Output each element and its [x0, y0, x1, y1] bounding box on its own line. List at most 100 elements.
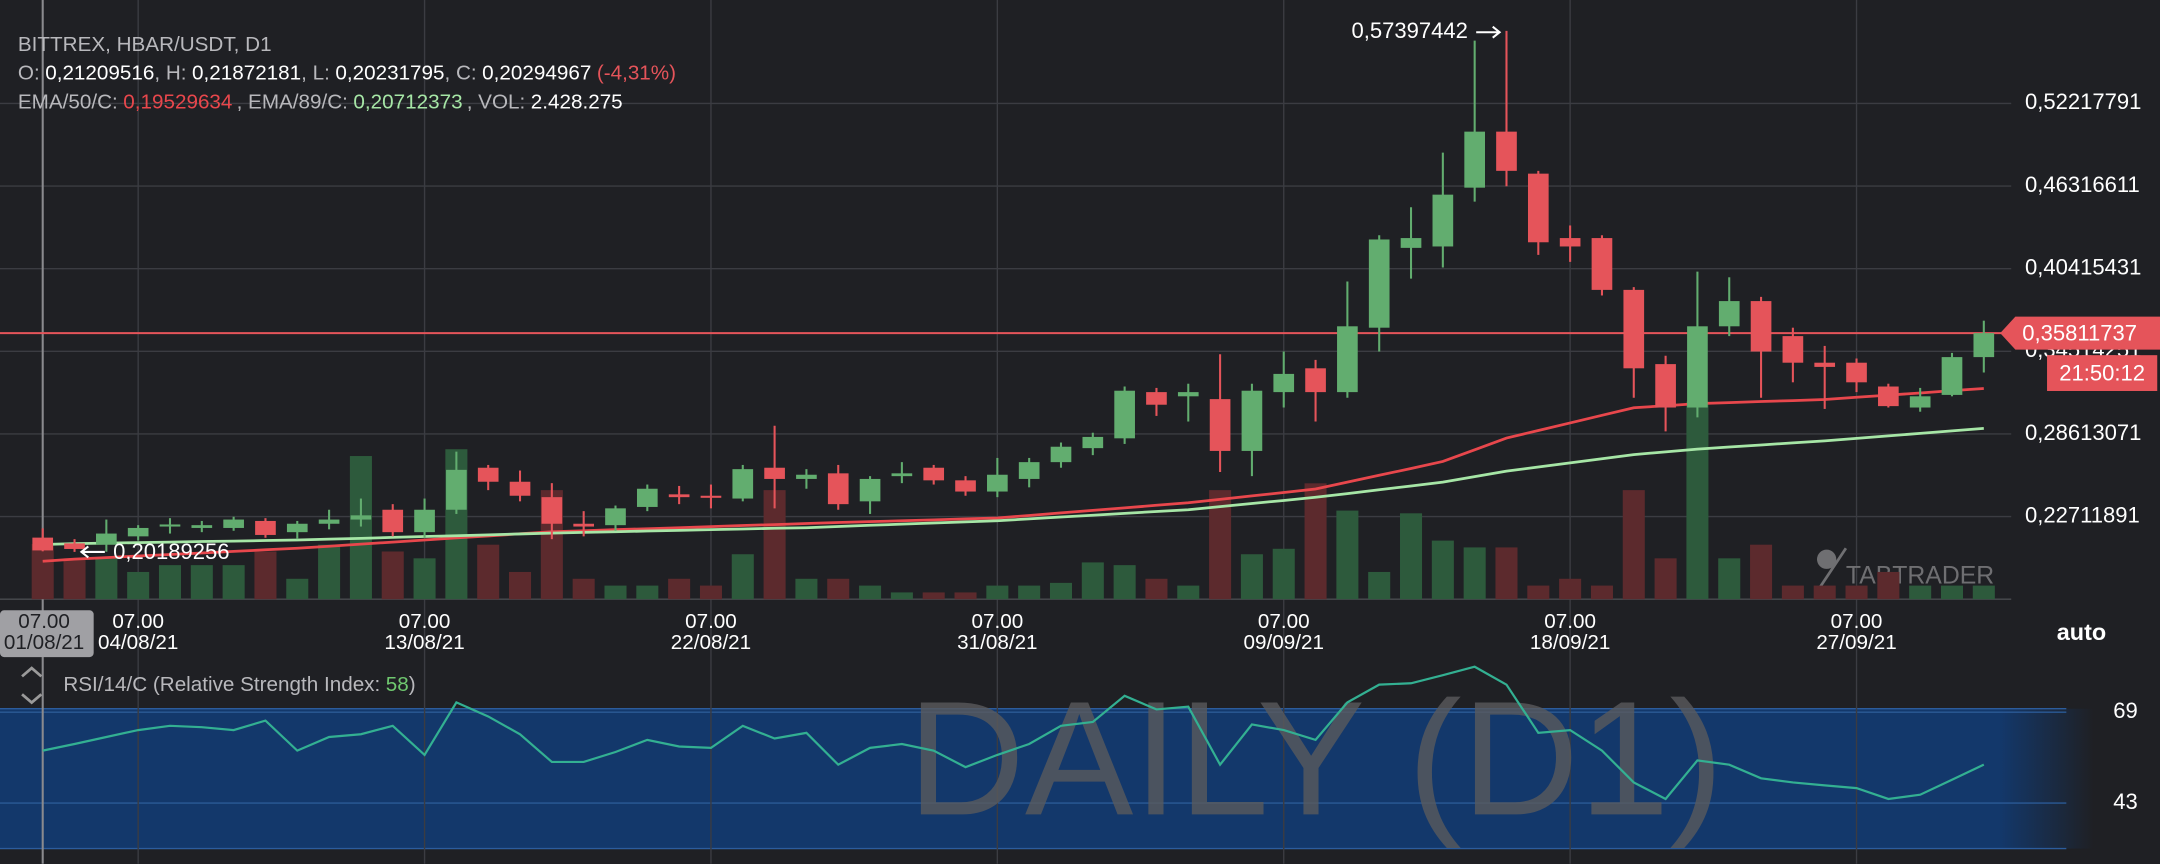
x-tick-time: 07.00: [1831, 610, 1883, 633]
volume-bar: [1972, 585, 1995, 600]
volume-bar: [477, 544, 500, 600]
candle-body: [1018, 462, 1040, 479]
volume-bar: [890, 592, 913, 600]
collapse-up-icon[interactable]: [21, 666, 43, 678]
volume-bar: [922, 592, 945, 600]
overlay-layer: 69 43 0,57397442 0,20189256 0,35811737 21:50:…: [0, 18, 2160, 814]
volume-bar: [190, 565, 213, 600]
x-tick-date: 31/08/21: [957, 631, 1037, 654]
candle-body: [1114, 390, 1135, 439]
rsi-band: [0, 708, 2094, 849]
ohlc-name: , H:: [154, 62, 186, 85]
volume-bar: [509, 571, 532, 600]
volume-bar: [1240, 554, 1263, 600]
collapse-down-icon[interactable]: [21, 693, 43, 705]
volume-bar: [1909, 585, 1932, 600]
brand-logo-slash: [1817, 547, 1848, 591]
x-tick-time: 07.00: [971, 610, 1023, 633]
indicator-value: 0,19529634: [123, 91, 232, 114]
ohlc-value: 0,21872181: [192, 62, 301, 85]
volume-bar: [1877, 571, 1900, 600]
candle-body: [668, 494, 690, 498]
candle-body: [1559, 238, 1581, 247]
candle-body: [1496, 131, 1517, 171]
ohlc-name: O:: [18, 62, 40, 85]
volume-bar: [1272, 548, 1295, 600]
volume-bar: [127, 571, 150, 600]
volume-bar: [1654, 558, 1677, 600]
x-tick-time: 07.00: [1544, 610, 1596, 633]
ohlc-value: 0,20231795: [335, 62, 444, 85]
candle-body: [318, 519, 340, 524]
candle-body: [1050, 446, 1072, 463]
candle-body: [64, 543, 85, 549]
candle-body: [827, 473, 849, 505]
x-tick-time: 07.00: [685, 610, 737, 633]
countdown: 21:50:12: [2059, 360, 2145, 385]
candle-body: [1337, 326, 1358, 393]
rsi-tick-label: 43: [2113, 789, 2138, 814]
candle-body: [1146, 392, 1167, 405]
candle-body: [382, 509, 404, 533]
candle-body: [414, 509, 435, 533]
chart-title: BITTREX, HBAR/USDT, D1: [18, 33, 272, 56]
candle-body: [127, 527, 149, 537]
candle-body: [796, 474, 817, 479]
volume-bar: [699, 585, 722, 600]
candle-body: [1591, 238, 1613, 290]
candle-body: [1464, 131, 1485, 188]
volume-bar: [827, 578, 850, 600]
candle-body: [1209, 399, 1231, 451]
volume-bar: [859, 585, 882, 600]
ohlc-value: 0,20294967: [482, 62, 591, 85]
last-price-label: 0,35811737: [2022, 320, 2137, 345]
y-tick-label: 0,22711891: [2025, 502, 2140, 527]
candle-body: [891, 473, 913, 477]
volume-value: 2.428.275: [531, 91, 623, 114]
rsi-tick-label: 69: [2113, 698, 2138, 723]
candle-body: [1718, 301, 1740, 327]
volume-bar: [1018, 585, 1041, 600]
candle-body: [1273, 373, 1295, 393]
volume-bar: [668, 578, 691, 600]
candle-body: [350, 515, 372, 520]
candle-body: [700, 495, 722, 498]
scale-mode[interactable]: auto: [2057, 619, 2106, 645]
high-marker-label: 0,57397442: [1352, 18, 1468, 43]
candle-body: [923, 467, 945, 481]
volume-bar: [636, 585, 659, 600]
candle-body: [1782, 336, 1804, 363]
volume-bar: [254, 551, 277, 600]
low-marker-arrow: [79, 545, 105, 559]
change-value: (-4,31%): [597, 62, 676, 85]
volume-bar: [1686, 401, 1709, 600]
candle-body: [1623, 289, 1645, 369]
volume-bar: [1336, 510, 1359, 600]
volume-bar: [986, 585, 1009, 600]
x-tick-time: 07.00: [1258, 610, 1310, 633]
candle-body: [1846, 362, 1867, 383]
candle-body: [541, 497, 563, 524]
x-tick-date: 09/09/21: [1244, 631, 1324, 654]
volume-bar: [1177, 585, 1200, 600]
candle-body: [1814, 362, 1836, 367]
candle-body: [955, 480, 976, 492]
candle-body: [1432, 194, 1454, 247]
brand: TABTRADER: [1846, 563, 1994, 590]
candle-body: [223, 519, 244, 528]
volume-bar: [318, 544, 341, 600]
volume-bar: [349, 456, 372, 600]
candle-body: [255, 520, 276, 535]
candle-body: [509, 481, 531, 496]
volume-bar: [63, 558, 86, 600]
volume-bar: [1431, 540, 1454, 600]
high-marker-arrow: [1476, 25, 1502, 39]
candle-body: [1973, 333, 1995, 358]
rsi-title: RSI/14/C (Relative Strength Index:: [63, 673, 380, 696]
ohlc-value: 0,21209516: [45, 62, 154, 85]
x-tick-date: 13/08/21: [384, 631, 464, 654]
candle-body: [191, 525, 213, 528]
candle-body: [1941, 357, 1963, 395]
volume-bar: [1145, 578, 1168, 600]
